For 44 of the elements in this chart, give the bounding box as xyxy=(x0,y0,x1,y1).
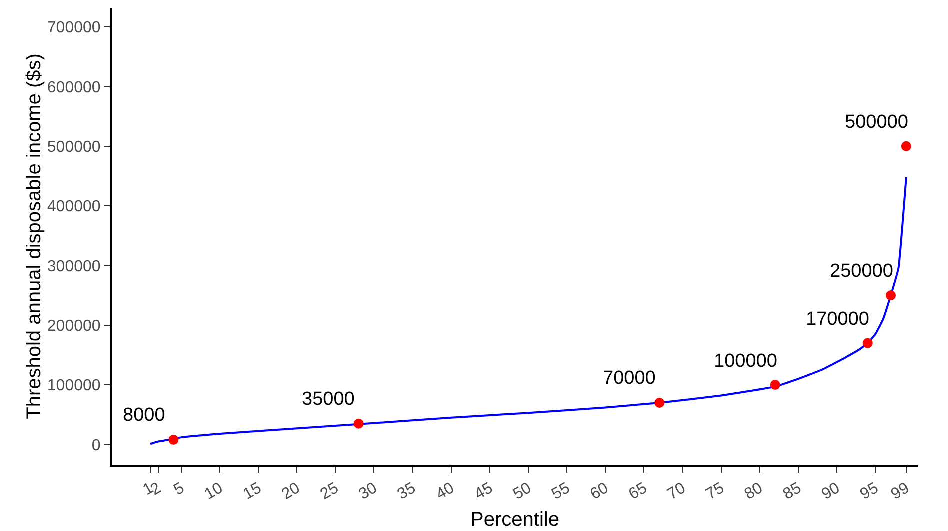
x-tick-label: 45 xyxy=(472,480,496,504)
annotation: 500000 xyxy=(845,112,908,133)
point xyxy=(886,290,896,301)
point xyxy=(354,418,364,429)
y-tick-label: 0 xyxy=(92,437,101,454)
y-tick-label: 200000 xyxy=(47,318,101,335)
x-tick-label: 90 xyxy=(819,480,844,504)
x-tick-label: 25 xyxy=(318,480,342,504)
x-tick-label: 75 xyxy=(703,480,728,504)
x-tick-label: 20 xyxy=(279,480,304,504)
x-tick-label: 65 xyxy=(626,480,650,504)
x-tick-label: 15 xyxy=(240,480,265,504)
x-axis-title: Percentile xyxy=(470,509,560,531)
point xyxy=(770,380,780,390)
x-tick-label: 80 xyxy=(742,480,766,504)
x-tick-label: 10 xyxy=(202,480,226,504)
annotation: 70000 xyxy=(603,368,656,389)
y-axis-title: Threshold annual disposable income ($s) xyxy=(23,54,46,420)
annotation: 8000 xyxy=(123,405,166,426)
y-tick-label: 400000 xyxy=(47,198,101,216)
x-tick-label: 40 xyxy=(433,480,458,504)
x-tick-label: 5 xyxy=(171,480,188,500)
x-tick-label: 95 xyxy=(858,480,882,504)
x-tick-label: 60 xyxy=(588,480,612,504)
y-tick-label: 700000 xyxy=(47,20,101,37)
annotation: 35000 xyxy=(302,389,355,410)
x-tick-label: 99 xyxy=(888,480,913,504)
point xyxy=(168,434,179,445)
annotation: 170000 xyxy=(806,309,870,330)
annotation: 100000 xyxy=(714,351,778,372)
y-tick-label: 500000 xyxy=(47,139,101,156)
x-tick-label: 50 xyxy=(510,480,535,504)
point xyxy=(862,338,873,348)
x-tick-label: 70 xyxy=(664,480,689,504)
point xyxy=(901,141,912,152)
y-tick-label: 600000 xyxy=(47,79,101,96)
annotation: 250000 xyxy=(830,261,894,282)
point xyxy=(654,398,665,408)
y-tick-label: 300000 xyxy=(47,258,101,276)
x-tick-label: 35 xyxy=(394,480,419,504)
x-tick-label: 30 xyxy=(356,480,380,504)
y-tick-label: 100000 xyxy=(47,378,101,395)
x-tick-label: 85 xyxy=(780,480,805,504)
x-tick-label: 55 xyxy=(549,480,574,504)
